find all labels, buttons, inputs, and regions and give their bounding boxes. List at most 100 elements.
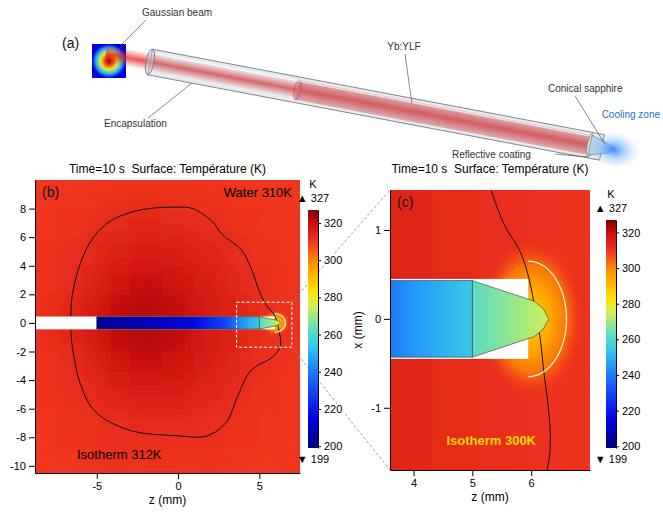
panel-title: Time=10 s Surface: Température (K) bbox=[69, 162, 266, 176]
field-cell bbox=[35, 180, 64, 209]
tick-label: 200 bbox=[622, 440, 640, 452]
tick: -4 bbox=[16, 374, 35, 386]
field-base bbox=[35, 180, 300, 473]
tick-label: -4 bbox=[16, 374, 26, 386]
field-cell bbox=[227, 266, 260, 295]
tick-label: 1 bbox=[375, 224, 381, 236]
tick-mark bbox=[414, 470, 415, 476]
field-cell bbox=[259, 380, 300, 409]
field-cell bbox=[35, 266, 64, 295]
axis-title: z (mm) bbox=[149, 493, 186, 507]
tick-mark bbox=[318, 297, 321, 298]
field-cell bbox=[259, 237, 300, 266]
field-cell bbox=[162, 180, 195, 209]
tube-highlight bbox=[156, 54, 600, 138]
tick: 1 bbox=[375, 224, 390, 236]
field-cell bbox=[194, 209, 227, 238]
tick-label: -6 bbox=[16, 403, 26, 415]
field-cell bbox=[64, 409, 97, 438]
field-cell bbox=[97, 237, 130, 266]
y-axis: -10-8-6-4-202468 bbox=[10, 181, 35, 474]
tick-label: 200 bbox=[324, 440, 342, 452]
tick: -10 bbox=[10, 460, 35, 472]
field-cell bbox=[64, 209, 97, 238]
tick: 200 bbox=[616, 440, 640, 452]
crystal bbox=[390, 281, 472, 357]
colorbar-axis: 200220240260280300320 bbox=[616, 221, 640, 453]
tick: 2 bbox=[20, 288, 35, 300]
x-axis: -505 bbox=[36, 473, 301, 492]
tick: 280 bbox=[616, 298, 640, 310]
tick-label: 280 bbox=[622, 298, 640, 310]
schematic-label: Gaussian beam bbox=[142, 7, 212, 18]
field-cell bbox=[35, 352, 64, 381]
field-cell bbox=[227, 352, 260, 381]
tick-mark bbox=[318, 335, 321, 336]
void bbox=[35, 316, 275, 329]
tick: 6 bbox=[529, 470, 535, 489]
y-axis: -101 bbox=[371, 191, 390, 471]
field-cell bbox=[35, 437, 64, 473]
tick: 280 bbox=[318, 291, 342, 303]
tick-label: 320 bbox=[324, 217, 342, 229]
field-cell bbox=[194, 409, 227, 438]
field-cell bbox=[97, 409, 130, 438]
tick-mark bbox=[318, 409, 321, 410]
tick-mark bbox=[29, 237, 35, 238]
field-cell bbox=[97, 380, 130, 409]
tick-mark bbox=[384, 230, 390, 231]
tick: 220 bbox=[616, 405, 640, 417]
colorbar-min: ▼ 199 bbox=[595, 453, 627, 465]
tick-mark bbox=[178, 473, 179, 479]
leader-line bbox=[122, 20, 146, 44]
plot-area bbox=[35, 180, 300, 473]
tick-label: -2 bbox=[16, 346, 26, 358]
field-cell bbox=[227, 209, 260, 238]
tick-mark bbox=[616, 446, 619, 447]
tick-mark bbox=[616, 268, 619, 269]
panel-title: Time=10 s Surface: Température (K) bbox=[391, 162, 588, 176]
tick-label: 0 bbox=[20, 317, 26, 329]
axis-title: x (mm) bbox=[351, 311, 365, 348]
annotation: Water 310K bbox=[224, 185, 292, 200]
tick-label: 240 bbox=[622, 369, 640, 381]
tick: 200 bbox=[318, 440, 342, 452]
field-cell bbox=[259, 352, 300, 381]
x-axis: 456 bbox=[391, 470, 591, 489]
tick-label: 300 bbox=[622, 262, 640, 274]
panel-a: (a)Gaussian beamEncapsulationYb:YLFConic… bbox=[62, 7, 660, 172]
tick: -8 bbox=[16, 431, 35, 443]
encapsulation-tube bbox=[148, 49, 605, 160]
tick-label: 260 bbox=[622, 333, 640, 345]
isotherm-arc bbox=[528, 261, 566, 377]
field-cell bbox=[35, 237, 64, 266]
tick: 260 bbox=[318, 329, 342, 341]
leader-line bbox=[405, 54, 412, 103]
tick: 300 bbox=[616, 262, 640, 274]
field-cell bbox=[162, 409, 195, 438]
zoom-connector bbox=[292, 190, 390, 302]
field-cell bbox=[259, 437, 300, 473]
tick-label: 5 bbox=[470, 477, 476, 489]
axis-line bbox=[36, 473, 301, 474]
panel-label: (c) bbox=[397, 194, 413, 210]
field-cell bbox=[194, 237, 227, 266]
tick-mark bbox=[616, 375, 619, 376]
field-cell bbox=[259, 409, 300, 438]
leader-line bbox=[148, 83, 192, 118]
tick-label: 260 bbox=[324, 329, 342, 341]
tick-label: 0 bbox=[375, 313, 381, 325]
tick-mark bbox=[29, 209, 35, 210]
colorbar-unit: K bbox=[607, 188, 615, 200]
tick-mark bbox=[29, 266, 35, 267]
schematic-label: Yb:YLF bbox=[387, 41, 420, 52]
field bbox=[390, 190, 590, 470]
tick: 320 bbox=[318, 217, 342, 229]
field-cell bbox=[35, 380, 64, 409]
tick: -5 bbox=[92, 473, 102, 492]
tick: 0 bbox=[20, 317, 35, 329]
plot-area bbox=[390, 190, 590, 470]
tick-mark bbox=[616, 304, 619, 305]
tick-label: 0 bbox=[176, 480, 182, 492]
tick-label: 2 bbox=[20, 288, 26, 300]
